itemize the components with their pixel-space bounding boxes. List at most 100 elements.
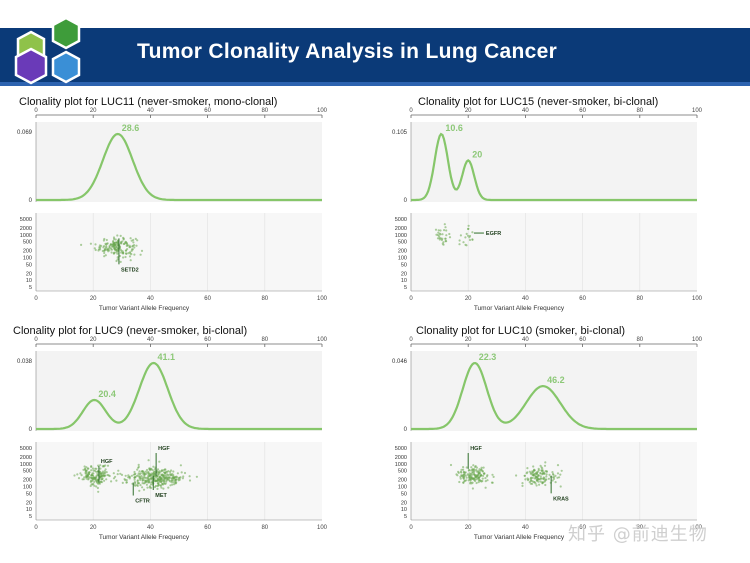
- variant-point: [465, 476, 468, 479]
- variant-point: [134, 484, 137, 487]
- panel-title: Clonality plot for LUC15 (never-smoker, …: [418, 96, 659, 108]
- variant-point: [89, 479, 93, 482]
- variant-point: [132, 241, 135, 244]
- clonality-plot-luc9: 0 20 40 60 80 1000.038020.441.150002000100050…: [17, 337, 328, 541]
- variant-point: [183, 471, 187, 475]
- top-axis-tick-label: 80: [261, 337, 268, 343]
- variant-point: [133, 470, 136, 474]
- density-plot-area: [36, 122, 322, 202]
- density-ymin-label: 0: [29, 427, 33, 433]
- variant-point: [492, 475, 495, 478]
- variant-point: [545, 475, 548, 478]
- variant-point: [99, 467, 102, 470]
- variant-point: [111, 245, 114, 248]
- variant-point: [175, 481, 178, 484]
- variant-point: [136, 481, 139, 484]
- density-curve: [36, 361, 322, 431]
- variant-point: [164, 476, 167, 479]
- variant-point: [475, 481, 478, 485]
- variant-point: [195, 475, 198, 478]
- scatter-y-tick-label: 20: [26, 500, 32, 506]
- top-axis-tick-label: 60: [204, 108, 211, 114]
- x-tick-label: 60: [204, 525, 211, 531]
- scatter-y-tick-label: 10: [26, 278, 32, 284]
- variant-point: [473, 469, 476, 473]
- variant-point: [119, 260, 122, 263]
- variant-point: [484, 480, 487, 483]
- variant-point: [459, 234, 462, 237]
- density-curve: [411, 361, 697, 431]
- density-curve: [36, 132, 322, 202]
- peak-label: 10.6: [445, 123, 463, 133]
- variant-point: [551, 472, 555, 476]
- variant-point: [443, 223, 446, 226]
- x-tick-label: 40: [522, 525, 529, 531]
- variant-point: [484, 477, 487, 480]
- variant-point: [83, 476, 86, 479]
- variant-point: [159, 480, 163, 483]
- variant-point: [531, 470, 534, 473]
- variant-point: [116, 234, 119, 237]
- scatter-y-tick-label: 1000: [395, 233, 407, 239]
- variant-point: [90, 474, 93, 477]
- variant-point: [157, 483, 160, 486]
- variant-point: [162, 471, 166, 474]
- variant-point: [439, 237, 442, 240]
- variant-point: [129, 259, 132, 262]
- variant-point: [133, 244, 136, 247]
- variant-point: [156, 487, 159, 490]
- variant-point: [152, 471, 155, 474]
- variant-point: [147, 474, 150, 477]
- gene-label: EGFR: [486, 231, 501, 237]
- variant-point: [441, 242, 444, 245]
- variant-point: [105, 242, 108, 245]
- variant-point: [133, 246, 136, 249]
- variant-point: [97, 482, 100, 485]
- variant-point: [128, 255, 132, 258]
- variant-point: [156, 477, 159, 480]
- variant-point: [133, 480, 136, 484]
- variant-point: [560, 469, 563, 472]
- variant-point: [95, 485, 98, 488]
- variant-point: [462, 473, 465, 476]
- variant-point: [462, 241, 465, 244]
- top-axis-tick-label: 80: [636, 108, 643, 114]
- scatter-y-tick-label: 5000: [395, 446, 407, 452]
- variant-point: [154, 479, 158, 483]
- variant-point: [90, 465, 93, 469]
- variant-point: [171, 477, 174, 480]
- variant-point: [515, 474, 518, 477]
- variant-point: [141, 470, 144, 473]
- variant-point: [529, 478, 533, 481]
- variant-point: [100, 475, 103, 478]
- variant-point: [97, 249, 100, 252]
- variant-point: [93, 484, 96, 487]
- scatter-y-tick-label: 10: [26, 507, 32, 513]
- variant-point: [83, 465, 86, 468]
- x-tick-label: 20: [465, 296, 472, 302]
- scatter-y-tick-label: 500: [398, 240, 407, 246]
- variant-point: [539, 475, 542, 478]
- gene-label: HGF: [158, 446, 170, 452]
- variant-point: [548, 473, 551, 476]
- variant-point: [149, 477, 152, 480]
- x-tick-label: 0: [34, 296, 38, 302]
- x-tick-label: 60: [579, 296, 586, 302]
- scatter-y-tick-label: 50: [26, 262, 32, 268]
- density-ymin-label: 0: [404, 198, 408, 204]
- variant-point: [481, 479, 484, 483]
- x-axis-label: Tumor Variant Allele Frequency: [99, 534, 190, 541]
- variant-point: [153, 478, 156, 481]
- variant-point: [119, 248, 122, 251]
- variant-point: [558, 476, 561, 479]
- variant-point: [137, 463, 140, 466]
- variant-point: [162, 487, 165, 490]
- variant-point: [540, 469, 543, 472]
- scatter-y-tick-label: 500: [23, 240, 32, 246]
- variant-point: [147, 459, 150, 462]
- variant-point: [533, 477, 536, 480]
- x-tick-label: 40: [522, 296, 529, 302]
- variant-point: [481, 470, 484, 473]
- variant-point: [134, 472, 137, 475]
- variant-point: [79, 472, 82, 475]
